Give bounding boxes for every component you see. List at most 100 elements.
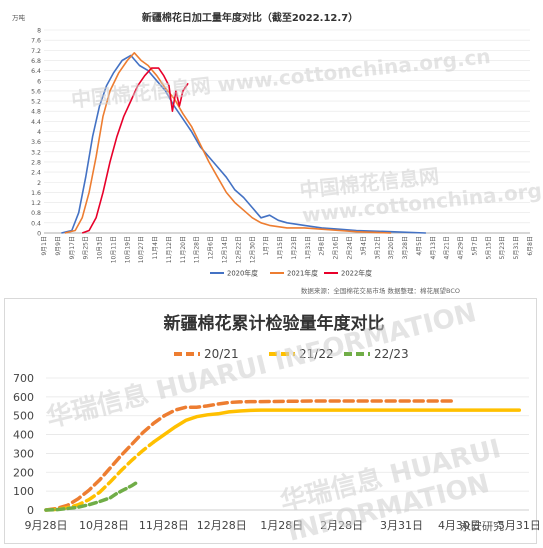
chart1-legend-label: 2021年度 <box>287 269 318 278</box>
chart2-ytick-label: 200 <box>13 466 34 479</box>
chart1-ytick-label: 6 <box>37 78 41 85</box>
chart1-xtick-label: 10月3日 <box>97 236 104 259</box>
chart2-gridlines <box>46 377 529 511</box>
chart2-legend: 20/21 21/22 22/23 <box>174 347 409 361</box>
chart1-xtick-label: 9月1日 <box>41 236 48 256</box>
chart1-ytick-label: 4.4 <box>31 119 41 126</box>
chart1-ytick-label: 8 <box>37 28 41 35</box>
chart2-frame <box>4 298 537 544</box>
chart1-xtick-label: 4月5日 <box>416 236 423 256</box>
chart2-ytick-label: 600 <box>13 391 34 404</box>
chart1-xtick-label: 11月20日 <box>180 236 187 263</box>
daily-processing-chart: 新疆棉花日加工量年度对比（截至2022.12.7） 万吨 0 0.4 0.8 1.2 1… <box>12 11 534 295</box>
chart2-series <box>44 399 522 512</box>
chart1-xtick-label: 10月11日 <box>110 236 117 263</box>
chart1-ytick-label: 0 <box>37 231 41 238</box>
chart1-xtick-label: 4月13日 <box>430 236 437 259</box>
chart1-xtick-label: 1月7日 <box>263 236 270 256</box>
chart1-gridlines <box>44 29 530 234</box>
chart1-ytick-label: 2 <box>37 180 41 187</box>
chart1-xtick-label: 5月31日 <box>513 236 520 259</box>
chart1-source-note: 数据来源：全国棉花交易市场 数据整理：棉花展望BCO <box>301 286 460 295</box>
chart1-xtick-label: 12月14日 <box>222 236 229 263</box>
chart1-ylabel: 万吨 <box>12 13 26 22</box>
chart1-ytick-label: 6.8 <box>31 58 41 65</box>
chart1-xtick-label: 3月4日 <box>360 236 367 256</box>
chart2-legend-label: 21/22 <box>299 347 334 361</box>
chart1-xtick-label: 5月7日 <box>471 236 478 256</box>
chart1-xtick-label: 11月4日 <box>152 236 159 259</box>
chart1-xtick-label: 12月22日 <box>235 236 242 263</box>
chart1-ytick-label: 4 <box>37 129 41 136</box>
chart1-ytick-label: 0.4 <box>31 220 41 227</box>
chart2-ytick-labels: 0 100 200 300 400 500 600 700 <box>13 372 34 517</box>
chart1-ytick-label: 1.6 <box>31 190 41 197</box>
chart2-xtick-label: 9月28日 <box>25 519 68 532</box>
chart1-xtick-label: 9月9日 <box>55 236 62 256</box>
chart1-xtick-label: 3月28日 <box>402 236 409 259</box>
chart2-ytick-label: 700 <box>13 372 34 385</box>
chart2-xtick-label: 4月30日 <box>438 519 481 532</box>
chart1-xtick-label: 11月12日 <box>166 236 173 263</box>
chart1-xtick-label: 11月28日 <box>194 236 201 263</box>
chart2-ytick-label: 0 <box>27 504 34 517</box>
chart1-xtick-label: 12月6日 <box>208 236 215 259</box>
chart2-series-line <box>44 480 140 512</box>
chart1-xtick-label: 5月15日 <box>485 236 492 259</box>
chart1-ytick-label: 1.2 <box>31 200 41 207</box>
chart2-title: 新疆棉花累计检验量年度对比 <box>164 313 385 334</box>
chart2-legend-label: 20/21 <box>204 347 239 361</box>
chart2-xtick-labels: 9月28日 10月28日 11月28日 12月28日 1月28日 2月28日 3月31日 4月… <box>25 519 540 532</box>
chart2-xtick-label: 3月31日 <box>380 519 423 532</box>
chart1-legend: 2020年度 2021年度 2022年度 <box>210 269 372 278</box>
cumulative-inspection-chart: 新疆棉花累计检验量年度对比 0 100 200 300 400 500 600 700 9月2… <box>13 313 540 532</box>
chart1-xtick-label: 12月30日 <box>249 236 256 263</box>
chart1-xtick-label: 4月21日 <box>444 236 451 259</box>
brand-watermark: 永安研究 <box>460 520 504 533</box>
chart2-xtick-label: 12月28日 <box>197 519 247 532</box>
chart1-title: 新疆棉花日加工量年度对比（截至2022.12.7） <box>142 11 358 24</box>
chart1-xtick-label: 6月8日 <box>527 236 534 256</box>
chart1-ytick-label: 0.8 <box>31 210 41 217</box>
chart2-ytick-label: 500 <box>13 410 34 423</box>
chart1-ytick-label: 2.8 <box>31 159 41 166</box>
chart1-xtick-label: 10月27日 <box>138 236 145 263</box>
chart1-ytick-label: 5.2 <box>31 99 41 106</box>
chart1-xtick-label: 5月23日 <box>499 236 506 259</box>
chart1-series-line <box>81 67 189 234</box>
chart1-ytick-label: 4.8 <box>31 109 41 116</box>
chart1-ytick-label: 6.4 <box>31 68 41 75</box>
chart1-xtick-label: 9月25日 <box>83 236 90 259</box>
chart2-xtick-label: 1月28日 <box>260 519 303 532</box>
chart1-legend-label: 2020年度 <box>227 269 258 278</box>
chart1-xtick-label: 4月29日 <box>458 236 465 259</box>
chart1-xtick-label: 3月12日 <box>374 236 381 259</box>
chart2-ytick-label: 100 <box>13 485 34 498</box>
chart2-ytick-label: 400 <box>13 429 34 442</box>
chart1-xtick-label: 2月16日 <box>333 236 340 259</box>
chart2-series-line <box>44 413 167 512</box>
chart2-xtick-label: 5月31日 <box>498 519 539 532</box>
chart1-series-line <box>61 54 426 234</box>
chart1-xtick-label: 3月20日 <box>388 236 395 259</box>
chart2-xtick-label: 2月28日 <box>320 519 363 532</box>
chart1-ytick-label: 3.2 <box>31 149 41 156</box>
chart1-xtick-label: 1月15日 <box>277 236 284 259</box>
chart1-series <box>61 52 426 234</box>
chart2-series-line <box>162 399 457 418</box>
chart1-ytick-label: 3.6 <box>31 139 41 146</box>
chart1-ytick-label: 7.2 <box>31 48 41 55</box>
chart1-xtick-label: 9月17日 <box>69 236 76 259</box>
chart1-ytick-label: 7.6 <box>31 38 41 45</box>
chart1-xtick-label: 10月19日 <box>124 236 131 263</box>
chart1-xtick-label: 2月8日 <box>319 236 326 256</box>
chart1-legend-label: 2022年度 <box>341 269 372 278</box>
chart2-ytick-label: 300 <box>13 447 34 460</box>
chart2-xtick-label: 10月28日 <box>79 519 129 532</box>
chart1-ytick-label: 2.4 <box>31 170 41 177</box>
chart1-xtick-label: 2月24日 <box>346 236 353 259</box>
chart1-xtick-label: 1月31日 <box>305 236 312 259</box>
chart1-series-line <box>64 52 392 234</box>
chart2-series-line <box>151 408 522 444</box>
chart1-xtick-labels: 9月1日 9月9日 9月17日 9月25日 10月3日 10月11日 10月19日 10月27… <box>41 236 534 263</box>
